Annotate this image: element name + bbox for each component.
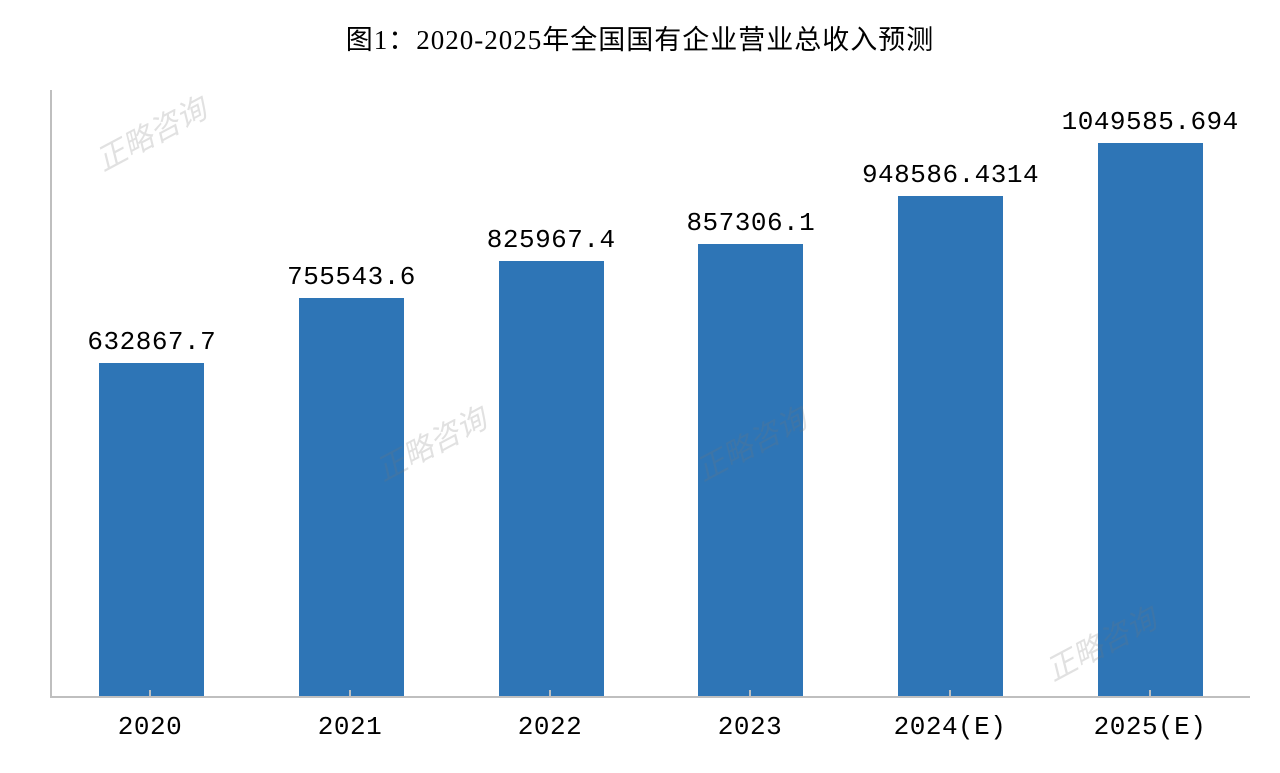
bars-group: 632867.7 755543.6 825967.4 857306.1 9485… [52,90,1250,696]
x-axis-label: 2021 [250,698,450,773]
x-axis-label: 2023 [650,698,850,773]
x-axis-label: 2024(E) [850,698,1050,773]
chart-container: 图1：2020-2025年全国国有企业营业总收入预测 632867.7 7555… [0,0,1280,773]
x-tick [949,690,951,698]
bar-value-label: 755543.6 [287,262,416,292]
x-axis-label: 2025(E) [1050,698,1250,773]
bar-rect [1098,143,1203,696]
bar-value-label: 948586.4314 [862,160,1039,190]
x-tick [149,690,151,698]
bar-slot: 1049585.694 [1050,90,1250,696]
bar-rect [299,298,404,696]
x-axis-label: 2022 [450,698,650,773]
bar-value-label: 632867.7 [87,327,216,357]
bar-slot: 857306.1 [651,90,851,696]
plot-area: 632867.7 755543.6 825967.4 857306.1 9485… [50,90,1250,698]
bar-slot: 755543.6 [252,90,452,696]
bar-rect [898,196,1003,696]
chart-title: 图1：2020-2025年全国国有企业营业总收入预测 [0,18,1280,57]
bar-rect [99,363,204,696]
x-tick [749,690,751,698]
bar-value-label: 825967.4 [487,225,616,255]
x-axis-label: 2020 [50,698,250,773]
x-tick [349,690,351,698]
bar-rect [499,261,604,696]
bar-value-label: 1049585.694 [1062,107,1239,137]
x-tick [1149,690,1151,698]
bar-slot: 632867.7 [52,90,252,696]
x-axis: 2020 2021 2022 2023 2024(E) 2025(E) [50,698,1250,773]
bar-slot: 825967.4 [451,90,651,696]
x-tick [549,690,551,698]
bar-value-label: 857306.1 [686,208,815,238]
bar-rect [698,244,803,696]
bar-slot: 948586.4314 [851,90,1051,696]
